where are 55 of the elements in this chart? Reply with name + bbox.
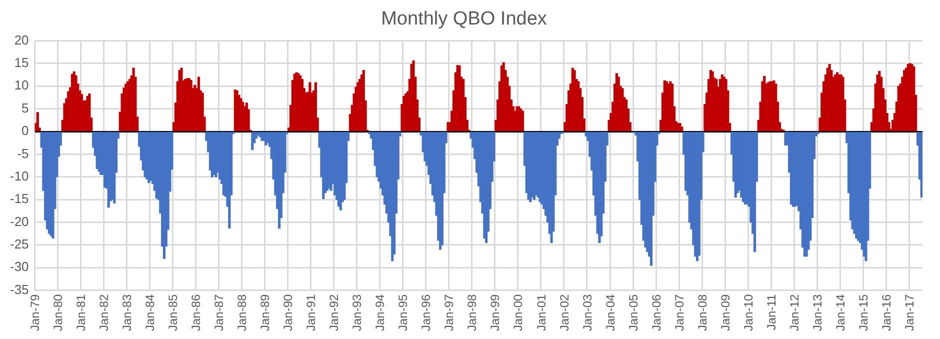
y-tick-label: -20	[10, 214, 29, 229]
x-tick-label: Jan-92	[327, 294, 342, 332]
x-tick-label: Jan-93	[350, 294, 364, 332]
y-tick-label: 0	[22, 123, 29, 138]
x-tick-label: Jan-79	[28, 294, 42, 332]
x-tick-label: Jan-01	[534, 294, 548, 332]
x-tick-label: Jan-94	[373, 294, 388, 332]
x-tick-label: Jan-88	[235, 294, 250, 332]
x-tick-label: Jan-87	[212, 294, 226, 332]
y-tick-label: -5	[17, 146, 29, 161]
x-tick-label: Jan-03	[580, 294, 594, 332]
x-tick-label: Jan-81	[74, 294, 88, 332]
y-tick-label: 10	[14, 78, 29, 93]
x-tick-label: Jan-00	[511, 294, 526, 332]
x-tick-label: Jan-85	[166, 294, 180, 332]
y-tick-label: 15	[14, 55, 29, 70]
x-tick-label: Jan-11	[764, 294, 778, 330]
x-tick-label: Jan-82	[97, 294, 112, 332]
x-tick-label: Jan-99	[488, 294, 502, 332]
bar	[314, 82, 317, 132]
x-tick-label: Jan-14	[833, 294, 848, 332]
x-tick-label: Jan-17	[902, 294, 916, 332]
x-tick-label: Jan-10	[741, 294, 756, 332]
bar	[680, 126, 684, 132]
x-tick-label: Jan-04	[603, 294, 618, 332]
x-tick-label: Jan-16	[879, 294, 894, 332]
x-tick-label: Jan-02	[557, 294, 572, 332]
x-tick-label: Jan-86	[189, 294, 204, 332]
y-tick-label: -35	[10, 282, 29, 297]
x-tick-label: Jan-97	[442, 294, 456, 332]
x-tick-label: Jan-08	[695, 294, 710, 332]
x-tick-label: Jan-05	[626, 294, 640, 332]
x-tick-label: Jan-90	[281, 294, 296, 332]
y-tick-label: -15	[10, 191, 29, 206]
x-tick-label: Jan-12	[787, 294, 802, 332]
x-tick-label: Jan-06	[649, 294, 664, 332]
y-tick-label: -10	[10, 168, 29, 184]
x-tick-label: Jan-09	[718, 294, 732, 332]
x-tick-label: Jan-95	[396, 294, 410, 332]
y-tick-label: -25	[10, 236, 29, 252]
x-tick-label: Jan-96	[419, 294, 434, 332]
y-tick-label: 20	[14, 32, 29, 48]
y-tick-label: 5	[22, 100, 29, 116]
x-tick-label: Jan-13	[810, 294, 824, 332]
bar	[36, 112, 39, 132]
x-tick-label: Jan-91	[304, 294, 318, 332]
x-tick-label: Jan-98	[465, 294, 480, 332]
y-tick-label: -30	[10, 259, 29, 274]
x-tick-label: Jan-84	[143, 294, 158, 332]
x-tick-label: Jan-07	[672, 294, 686, 332]
chart-title: Monthly QBO Index	[381, 8, 548, 30]
x-tick-label: Jan-83	[120, 294, 134, 332]
x-tick-label: Jan-89	[258, 294, 272, 332]
x-tick-label: Jan-15	[856, 294, 870, 332]
x-tick-label: Jan-80	[51, 294, 66, 332]
